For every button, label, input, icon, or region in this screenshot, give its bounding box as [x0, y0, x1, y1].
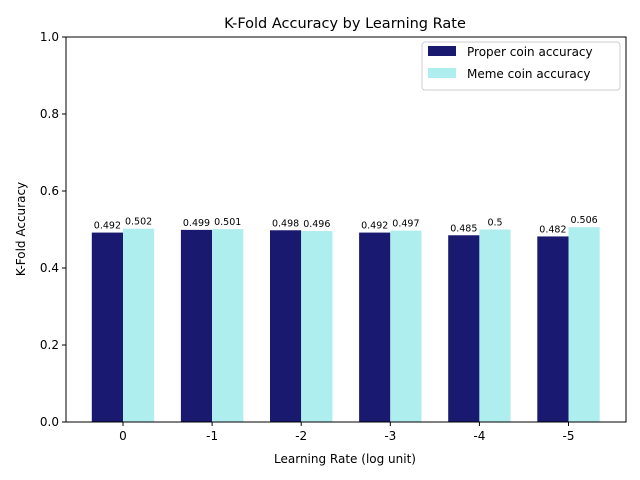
bar-proper: [180, 229, 213, 422]
bar-meme: [390, 230, 422, 422]
chart-title: K-Fold Accuracy by Learning Rate: [224, 16, 466, 32]
x-tick-label: -1: [206, 429, 218, 443]
bar-meme: [479, 229, 511, 422]
bar-proper: [448, 235, 480, 422]
bar-meme: [568, 227, 600, 422]
legend-swatch: [428, 46, 456, 56]
data-label: 0.506: [570, 215, 597, 226]
legend-box: [421, 41, 621, 91]
bar-meme: [123, 228, 155, 422]
data-label: 0.485: [450, 223, 477, 234]
y-tick-label: 0.0: [40, 415, 59, 429]
data-label: 0.498: [272, 218, 299, 229]
y-tick-label: 0.2: [40, 338, 59, 352]
x-axis-label: Learning Rate (log unit): [274, 452, 416, 466]
x-tick-label: -3: [384, 429, 396, 443]
bar-proper: [537, 236, 569, 422]
x-tick-label: 0: [119, 429, 127, 443]
bar-meme: [301, 231, 333, 422]
x-tick-label: -2: [295, 429, 307, 443]
legend-label: Proper coin accuracy: [467, 45, 593, 59]
y-tick-label: 0.4: [40, 261, 59, 275]
legend: Proper coin accuracy Meme coin accuracy: [421, 41, 621, 91]
data-label: 0.482: [539, 224, 566, 235]
data-label: 0.497: [392, 219, 419, 230]
x-tick-label: -5: [563, 429, 575, 443]
data-label: 0.496: [303, 219, 330, 230]
data-label: 0.5: [487, 218, 502, 229]
data-label: 0.502: [125, 217, 152, 228]
x-tick-label: -4: [473, 429, 485, 443]
bar-meme: [212, 229, 244, 422]
legend-label: Meme coin accuracy: [467, 67, 590, 81]
data-label: 0.501: [214, 217, 241, 228]
bar-proper: [359, 232, 391, 422]
bar-proper: [270, 230, 302, 422]
data-label: 0.492: [94, 221, 121, 232]
y-tick-label: 1.0: [40, 30, 59, 44]
bar-proper: [91, 232, 123, 422]
y-tick-label: 0.8: [40, 107, 59, 121]
data-label: 0.492: [361, 221, 388, 232]
legend-swatch: [428, 68, 456, 78]
y-axis-label: K-Fold Accuracy: [14, 182, 28, 276]
data-label: 0.499: [183, 218, 210, 229]
plot-frame: [65, 36, 627, 423]
y-tick-label: 0.6: [40, 184, 59, 198]
